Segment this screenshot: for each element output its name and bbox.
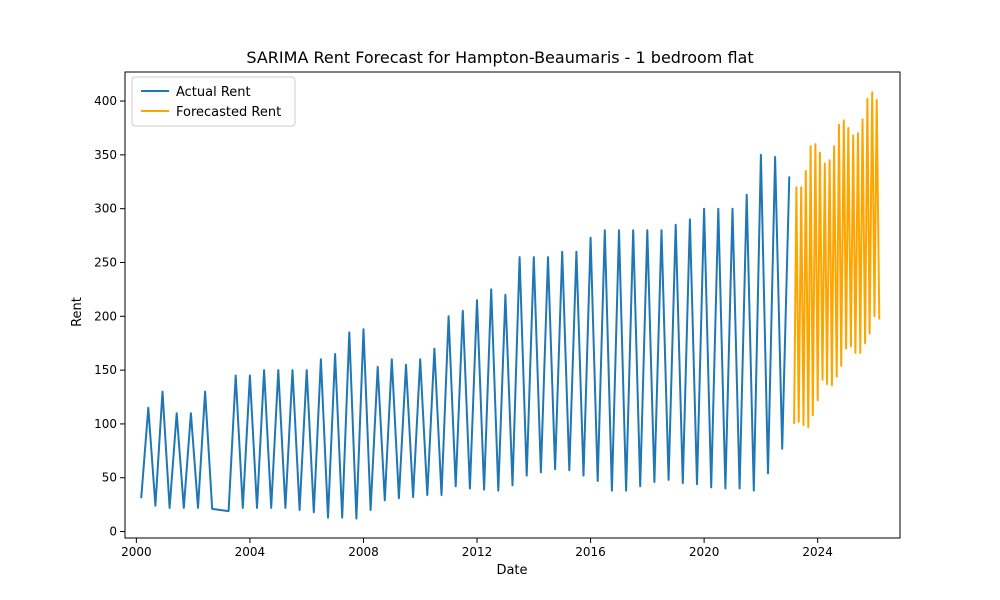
plot-area: 2000 2004 2008 2012 2016 2020 2024 0 50 100 150 20…: [94, 71, 901, 559]
y-tick-label: 50: [102, 471, 117, 485]
x-tick-label: 2016: [575, 545, 606, 559]
y-tick-label: 300: [94, 202, 117, 216]
y-tick-label: 400: [94, 94, 117, 108]
y-tick-label: 200: [94, 309, 117, 323]
legend: Actual Rent Forecasted Rent: [131, 76, 296, 127]
y-tick-label: 350: [94, 148, 117, 162]
x-tick-label: 2004: [235, 545, 266, 559]
x-tick-label: 2008: [348, 545, 379, 559]
legend-label-forecasted-rent: Forecasted Rent: [176, 105, 281, 120]
y-tick-label: 0: [109, 525, 117, 539]
series-layer: [140, 91, 881, 520]
x-axis-ticks: 2000 2004 2008 2012 2016 2020 2024: [121, 538, 833, 559]
y-axis-ticks: 0 50 100 150 200 250 300 350 400: [94, 94, 125, 539]
y-tick-label: 150: [94, 363, 117, 377]
x-tick-label: 2012: [462, 545, 493, 559]
chart-title: SARIMA Rent Forecast for Hampton-Beaumar…: [246, 48, 753, 67]
x-tick-label: 2024: [802, 545, 833, 559]
series-line-actual-rent: [140, 153, 791, 520]
y-axis-label: Rent: [70, 297, 85, 327]
y-tick-label: 100: [94, 417, 117, 431]
x-axis-label: Date: [496, 563, 527, 578]
legend-box: [131, 76, 296, 127]
series-line-forecasted-rent: [793, 91, 881, 429]
x-tick-label: 2020: [689, 545, 720, 559]
x-tick-label: 2000: [121, 545, 152, 559]
y-tick-label: 250: [94, 255, 117, 269]
legend-label-actual-rent: Actual Rent: [176, 85, 251, 100]
plot-frame: [124, 71, 901, 539]
